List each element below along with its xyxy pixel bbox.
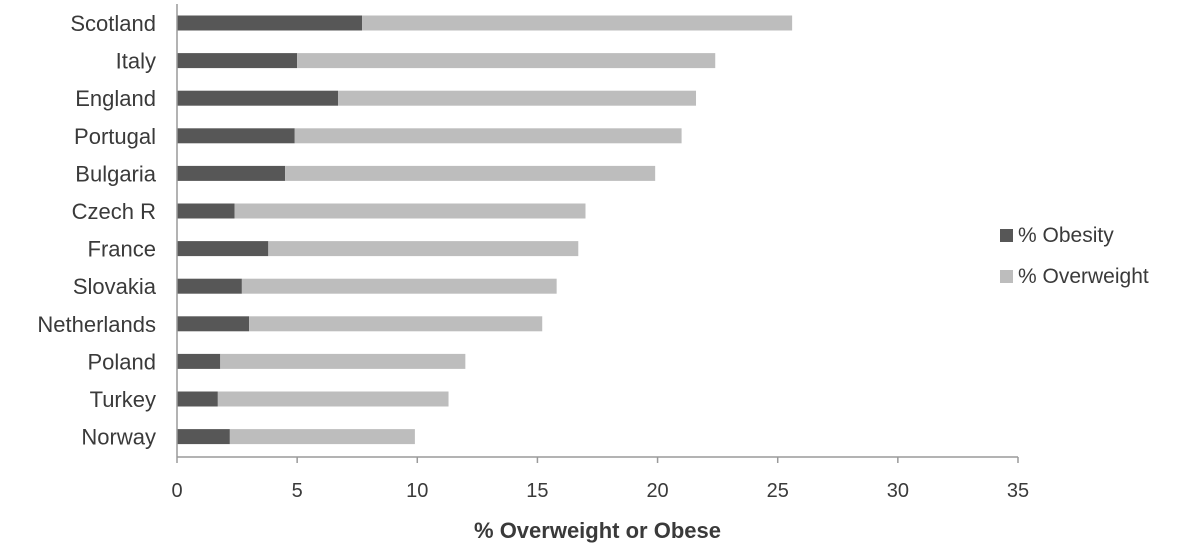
- bar-scotland-obesity: [177, 15, 363, 31]
- category-label-poland: Poland: [87, 349, 156, 374]
- bar-france-obesity: [177, 241, 269, 257]
- x-tick-label-35: 35: [1007, 480, 1029, 502]
- bar-france-overweight: [268, 241, 579, 257]
- bar-norway-overweight: [229, 429, 415, 445]
- bar-turkey-obesity: [177, 391, 218, 407]
- legend-swatch-obesity: [1000, 229, 1013, 242]
- bar-italy-obesity: [177, 53, 298, 69]
- category-label-czech-r: Czech R: [72, 199, 156, 224]
- bar-bulgaria-overweight: [285, 165, 656, 181]
- bar-italy-overweight: [297, 53, 716, 69]
- category-label-bulgaria: Bulgaria: [75, 161, 156, 186]
- x-tick-label-20: 20: [646, 480, 668, 502]
- legend-label-obesity: % Obesity: [1018, 224, 1114, 247]
- category-label-norway: Norway: [81, 425, 156, 450]
- bar-netherlands-obesity: [177, 316, 250, 332]
- legend-label-overweight: % Overweight: [1018, 265, 1149, 288]
- category-label-france: France: [88, 237, 156, 262]
- bar-czech-r-obesity: [177, 203, 235, 219]
- legend-swatch-overweight: [1000, 270, 1013, 283]
- x-tick-label-30: 30: [887, 480, 909, 502]
- category-label-scotland: Scotland: [70, 11, 156, 36]
- bar-scotland-overweight: [362, 15, 793, 31]
- category-label-turkey: Turkey: [90, 387, 156, 412]
- bar-slovakia-overweight: [241, 278, 557, 294]
- bar-netherlands-overweight: [249, 316, 543, 332]
- category-label-slovakia: Slovakia: [73, 274, 157, 299]
- x-axis-title: % Overweight or Obese: [474, 518, 721, 543]
- x-tick-label-5: 5: [292, 480, 303, 502]
- x-tick-label-0: 0: [171, 480, 182, 502]
- legend: % Obesity % Overweight: [1000, 224, 1149, 288]
- bar-england-overweight: [337, 90, 697, 106]
- x-tick-label-15: 15: [526, 480, 548, 502]
- category-label-portugal: Portugal: [74, 124, 156, 149]
- x-tick-label-25: 25: [767, 480, 789, 502]
- bar-czech-r-overweight: [234, 203, 586, 219]
- bar-portugal-obesity: [177, 128, 295, 144]
- bar-portugal-overweight: [294, 128, 682, 144]
- bar-turkey-overweight: [217, 391, 449, 407]
- bar-poland-overweight: [220, 353, 466, 369]
- bar-bulgaria-obesity: [177, 165, 286, 181]
- bar-england-obesity: [177, 90, 338, 106]
- bar-norway-obesity: [177, 429, 230, 445]
- category-label-england: England: [75, 86, 156, 111]
- category-label-italy: Italy: [116, 49, 156, 74]
- x-axis-ticks: 0 5 10 15 20 25 30 35: [171, 457, 1029, 502]
- x-tick-label-10: 10: [406, 480, 428, 502]
- bar-slovakia-obesity: [177, 278, 242, 294]
- bar-poland-obesity: [177, 353, 221, 369]
- category-labels: Scotland Italy England Portugal Bulgaria Czec…: [37, 11, 156, 450]
- category-label-netherlands: Netherlands: [37, 312, 156, 337]
- bars-group: [177, 15, 793, 445]
